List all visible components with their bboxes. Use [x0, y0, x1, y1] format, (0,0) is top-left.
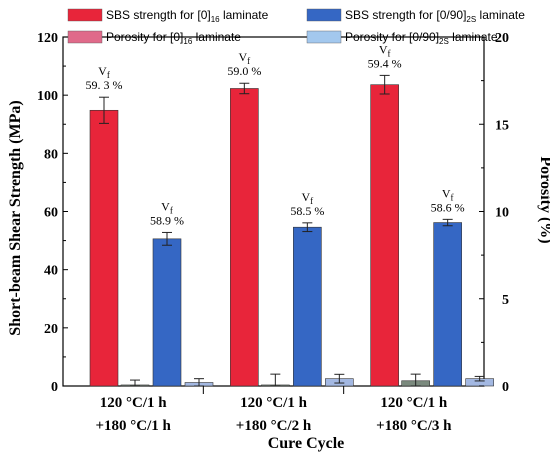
y-tick-label: 20: [44, 322, 58, 337]
bar: [370, 84, 399, 387]
y-axis-title: Short-beam Shear Strength (MPa): [7, 100, 24, 335]
bar: [230, 88, 259, 387]
y2-axis-title: Porosity (%): [537, 156, 550, 243]
bar: [293, 226, 322, 387]
y2-tick-label: 0: [502, 380, 509, 395]
category-label-line1: 120 °C/1 h: [240, 395, 307, 411]
vf-annotation-value: 58.5 %: [290, 204, 324, 218]
legend-swatch: [306, 8, 342, 22]
vf-annotation-label: Vf: [301, 190, 313, 206]
bar: [433, 222, 462, 387]
vf-annotation-value: 59.0 %: [227, 64, 261, 78]
vf-annotation-label: Vf: [161, 199, 173, 215]
category-label-line1: 120 °C/1 h: [100, 395, 167, 411]
category-label-line2: +180 °C/1 h: [95, 418, 171, 434]
vf-annotation-label: Vf: [238, 50, 250, 66]
legend-swatch: [306, 30, 342, 44]
category-label-line2: +180 °C/3 h: [376, 418, 452, 434]
y-tick-label: 60: [44, 206, 58, 221]
bar: [152, 238, 182, 387]
vf-annotation-value: 59.4 %: [368, 56, 402, 70]
legend-label: Porosity for [0]16 laminate: [106, 30, 241, 46]
vf-annotation-label: Vf: [379, 42, 391, 58]
vf-annotation-value: 58.9 %: [150, 213, 184, 227]
category-label-line1: 120 °C/1 h: [380, 395, 447, 411]
vf-annotation-value: 59. 3 %: [86, 78, 123, 92]
vf-annotation-label: Vf: [442, 186, 454, 202]
legend-label: Porosity for [0/90]2S laminate: [345, 30, 498, 46]
y-tick-label: 80: [44, 147, 58, 162]
legend-swatch: [67, 8, 103, 22]
legend-swatch: [67, 30, 103, 44]
vf-annotation-label: Vf: [98, 64, 110, 80]
legend-label: SBS strength for [0/90]2S laminate: [345, 8, 525, 24]
y2-tick-label: 10: [495, 206, 509, 221]
y-tick-label: 0: [51, 380, 58, 395]
bar: [89, 109, 119, 387]
y2-tick-label: 20: [495, 31, 509, 46]
legend-label: SBS strength for [0]16 laminate: [106, 8, 269, 24]
y-tick-label: 40: [44, 264, 58, 279]
category-label-line2: +180 °C/2 h: [236, 418, 312, 434]
y-tick-label: 100: [37, 89, 58, 104]
y-tick-label: 120: [37, 31, 58, 46]
x-axis-title: Cure Cycle: [268, 435, 345, 452]
y2-tick-label: 15: [495, 118, 509, 133]
y2-tick-label: 5: [502, 293, 509, 308]
vf-annotation-value: 58.6 %: [431, 200, 465, 214]
plot-frame: [62, 36, 485, 387]
